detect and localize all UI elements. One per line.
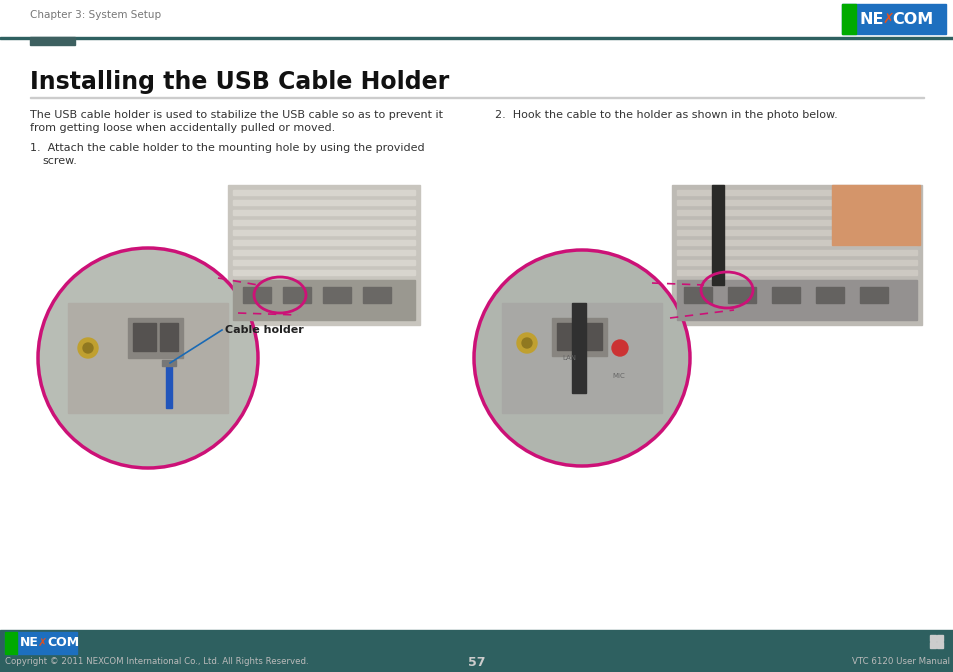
Bar — [228, 185, 419, 325]
Bar — [233, 210, 415, 215]
Bar — [677, 270, 916, 275]
Text: NE: NE — [859, 11, 883, 26]
Bar — [841, 4, 945, 34]
Bar — [30, 97, 923, 98]
Bar — [557, 323, 578, 350]
Bar — [727, 287, 755, 303]
Bar — [283, 287, 311, 303]
Circle shape — [83, 343, 92, 353]
Bar — [552, 318, 606, 356]
Bar — [132, 323, 156, 351]
Text: ✗: ✗ — [38, 638, 48, 648]
Circle shape — [38, 248, 257, 468]
Bar — [671, 185, 921, 325]
Circle shape — [78, 338, 98, 358]
Text: 57: 57 — [468, 655, 485, 669]
Text: Chapter 3: System Setup: Chapter 3: System Setup — [30, 10, 161, 20]
Text: from getting loose when accidentally pulled or moved.: from getting loose when accidentally pul… — [30, 123, 335, 133]
Bar — [128, 318, 183, 358]
Bar — [243, 287, 271, 303]
Bar — [929, 642, 935, 648]
Text: 1.  Attach the cable holder to the mounting hole by using the provided: 1. Attach the cable holder to the mounti… — [30, 143, 424, 153]
Bar — [936, 642, 942, 648]
Text: Installing the USB Cable Holder: Installing the USB Cable Holder — [30, 70, 449, 94]
Bar — [166, 363, 172, 408]
Bar — [572, 303, 585, 393]
Bar — [841, 4, 855, 34]
Circle shape — [474, 250, 689, 466]
Circle shape — [612, 340, 627, 356]
Bar — [677, 260, 916, 265]
Bar — [160, 323, 178, 351]
Text: Copyright © 2011 NEXCOM International Co., Ltd. All Rights Reserved.: Copyright © 2011 NEXCOM International Co… — [5, 657, 309, 667]
Text: ✗: ✗ — [882, 12, 893, 26]
Bar — [582, 323, 601, 350]
Bar — [5, 632, 17, 654]
Bar — [936, 635, 942, 641]
Bar — [677, 280, 916, 320]
Text: Cable holder: Cable holder — [225, 325, 303, 335]
Bar — [677, 250, 916, 255]
Text: screw.: screw. — [42, 156, 77, 166]
Text: COM: COM — [891, 11, 932, 26]
Bar — [233, 250, 415, 255]
Bar — [677, 230, 916, 235]
Bar — [711, 185, 723, 285]
Text: VTC 6120 User Manual: VTC 6120 User Manual — [851, 657, 949, 667]
Bar — [677, 240, 916, 245]
Bar — [233, 220, 415, 225]
Bar — [929, 635, 935, 641]
Bar — [363, 287, 391, 303]
Bar — [233, 280, 415, 320]
Bar — [0, 37, 953, 38]
Bar — [68, 303, 228, 413]
Text: The USB cable holder is used to stabilize the USB cable so as to prevent it: The USB cable holder is used to stabiliz… — [30, 110, 442, 120]
Bar — [677, 200, 916, 205]
Bar — [677, 220, 916, 225]
Bar — [771, 287, 800, 303]
Bar — [831, 185, 919, 245]
Bar — [233, 190, 415, 195]
Bar — [859, 287, 887, 303]
Text: NE: NE — [20, 636, 39, 650]
Bar — [162, 360, 175, 366]
Bar — [683, 287, 711, 303]
Text: COM: COM — [47, 636, 79, 650]
Bar — [815, 287, 843, 303]
Bar — [677, 190, 916, 195]
Bar — [323, 287, 351, 303]
Bar — [233, 200, 415, 205]
Bar — [30, 37, 75, 45]
Bar — [0, 630, 953, 672]
Circle shape — [517, 333, 537, 353]
Bar — [233, 260, 415, 265]
Text: LAN: LAN — [561, 355, 576, 361]
Text: MIC: MIC — [612, 373, 624, 379]
Circle shape — [521, 338, 532, 348]
Bar — [233, 230, 415, 235]
Bar — [5, 632, 77, 654]
Bar — [233, 270, 415, 275]
Bar — [677, 210, 916, 215]
Bar — [233, 240, 415, 245]
Bar — [501, 303, 661, 413]
Text: 2.  Hook the cable to the holder as shown in the photo below.: 2. Hook the cable to the holder as shown… — [495, 110, 837, 120]
